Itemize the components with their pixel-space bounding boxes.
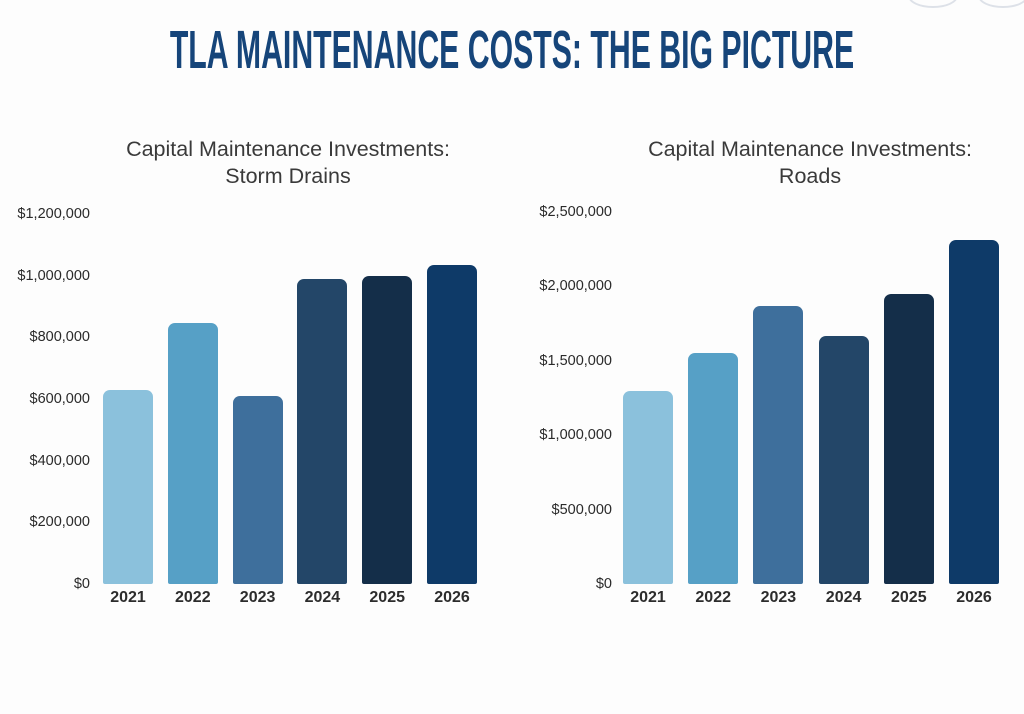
bar-2021	[623, 390, 673, 584]
chart-title-roads: Capital Maintenance Investments: Roads	[610, 136, 1010, 190]
bar-2024	[818, 335, 869, 584]
x-axis-tick-label: 2025	[891, 589, 927, 606]
bar-2024	[297, 278, 348, 584]
bar-2023	[753, 305, 804, 584]
y-axis-tick-label: $1,000,000	[17, 267, 90, 284]
x-axis-tick-label: 2021	[630, 589, 666, 606]
x-axis-tick-label: 2021	[110, 589, 146, 606]
y-axis-tick-label: $0	[595, 576, 612, 592]
x-axis-tick-label: 2024	[304, 589, 341, 606]
y-axis-tick-label: $800,000	[29, 329, 90, 346]
x-axis-tick-label: 2024	[825, 589, 862, 606]
chart-title-line2: Storm Drains	[225, 164, 351, 188]
bar-2025	[362, 275, 413, 584]
x-axis-tick-label: 2026	[956, 589, 992, 606]
y-axis-tick-label: $200,000	[29, 514, 90, 531]
x-axis-tick-label: 2022	[175, 589, 211, 606]
x-axis-tick-label: 2025	[369, 589, 405, 606]
y-axis-tick-label: $1,000,000	[539, 427, 612, 444]
y-axis-tick-label: $600,000	[29, 391, 90, 407]
bar-2025	[883, 293, 934, 584]
y-axis-tick-label: $500,000	[551, 501, 612, 518]
bar-2022	[688, 353, 739, 584]
chart-title-storm-drains: Capital Maintenance Investments: Storm D…	[88, 136, 488, 190]
y-axis-tick-label: $1,200,000	[17, 206, 90, 222]
bar-2026	[949, 240, 999, 584]
y-axis-tick-label: $0	[73, 576, 90, 592]
bar-2022	[167, 323, 218, 584]
chart-title-line2: Roads	[778, 164, 842, 188]
y-axis-tick-label: $1,500,000	[539, 352, 612, 369]
bar-2023	[232, 395, 283, 584]
x-axis-tick-label: 2022	[695, 589, 731, 606]
chart-title-line1: Capital Maintenance Investments:	[126, 137, 450, 161]
header: TLA MAINTENANCE COSTS: THE BIG PICTURE	[0, 18, 1024, 82]
bar-2026	[427, 264, 477, 584]
y-axis-tick-label: $2,500,000	[539, 204, 612, 220]
x-axis-tick-label: 2023	[239, 589, 276, 606]
chart-title-line1: Capital Maintenance Investments:	[648, 137, 972, 161]
y-axis-tick-label: $400,000	[29, 452, 90, 469]
page-title: TLA MAINTENANCE COSTS: THE BIG PICTURE	[169, 20, 855, 80]
bar-2021	[103, 389, 153, 584]
x-axis-tick-label: 2026	[434, 589, 470, 606]
y-axis-tick-label: $2,000,000	[539, 278, 612, 295]
x-axis-tick-label: 2023	[760, 589, 797, 606]
